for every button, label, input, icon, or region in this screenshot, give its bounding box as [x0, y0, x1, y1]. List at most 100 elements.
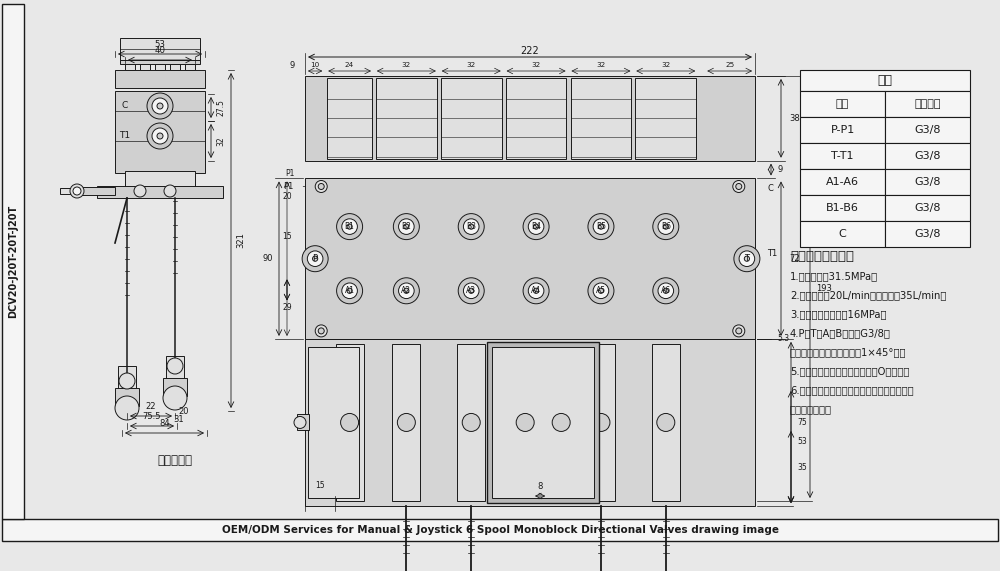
Text: P1: P1 — [283, 182, 293, 191]
Text: 40: 40 — [154, 46, 166, 55]
Text: DCV20-J20T-20T-J20T: DCV20-J20T-20T-J20T — [8, 204, 18, 317]
Text: 27.5: 27.5 — [216, 99, 225, 116]
Bar — [885, 169, 970, 195]
Text: C: C — [839, 229, 846, 239]
Circle shape — [734, 246, 760, 272]
Bar — [392, 344, 420, 501]
Text: 3.安装阀调定压力：16MPa；: 3.安装阀调定压力：16MPa； — [790, 309, 887, 319]
Text: 75.5: 75.5 — [143, 412, 161, 421]
Text: 222: 222 — [521, 46, 539, 56]
Circle shape — [147, 93, 173, 119]
Text: B3: B3 — [466, 222, 476, 231]
Circle shape — [70, 184, 84, 198]
Bar — [522, 344, 550, 501]
Circle shape — [458, 214, 484, 240]
Bar — [120, 38, 200, 60]
Circle shape — [315, 180, 327, 192]
Circle shape — [315, 325, 327, 337]
Circle shape — [528, 283, 544, 299]
Bar — [457, 344, 485, 501]
Bar — [800, 195, 885, 221]
Bar — [376, 78, 437, 159]
Circle shape — [341, 413, 359, 432]
Circle shape — [653, 278, 679, 304]
Text: 5.控制方式：手动，弹簧复位，O型阀杆；: 5.控制方式：手动，弹簧复位，O型阀杆； — [790, 366, 909, 376]
Text: B4: B4 — [531, 222, 541, 231]
Text: 32: 32 — [216, 136, 225, 146]
Circle shape — [307, 251, 323, 267]
Circle shape — [736, 328, 742, 334]
Bar — [885, 91, 970, 117]
Circle shape — [152, 98, 168, 114]
Text: 32: 32 — [467, 62, 476, 68]
Text: 6.阀体表面磷化处理，安全阀及螺堵镀锌，支: 6.阀体表面磷化处理，安全阀及螺堵镀锌，支 — [790, 385, 914, 395]
Circle shape — [73, 187, 81, 195]
Circle shape — [163, 386, 187, 410]
Bar — [305, 339, 755, 506]
Circle shape — [739, 251, 755, 267]
Text: 31: 31 — [173, 415, 184, 424]
Text: B6: B6 — [661, 222, 671, 231]
Circle shape — [115, 396, 139, 420]
Text: 22: 22 — [146, 402, 156, 411]
Circle shape — [167, 358, 183, 374]
Text: 5.3: 5.3 — [777, 335, 789, 343]
Text: 32: 32 — [531, 62, 541, 68]
Text: A3: A3 — [466, 286, 476, 295]
Text: B2: B2 — [401, 222, 411, 231]
Text: 53: 53 — [797, 437, 807, 447]
Text: 10: 10 — [311, 62, 320, 68]
Circle shape — [147, 123, 173, 149]
Circle shape — [657, 413, 675, 432]
Circle shape — [592, 413, 610, 432]
Bar — [166, 356, 184, 386]
Circle shape — [658, 283, 674, 299]
Bar — [115, 91, 205, 173]
Bar — [75, 187, 115, 195]
Circle shape — [342, 219, 357, 235]
Circle shape — [598, 224, 604, 229]
Bar — [115, 70, 205, 88]
Circle shape — [134, 185, 146, 197]
Circle shape — [469, 288, 474, 293]
Circle shape — [733, 325, 745, 337]
Circle shape — [347, 288, 352, 293]
Bar — [885, 117, 970, 143]
Bar — [885, 221, 970, 247]
Text: 接口: 接口 — [836, 99, 849, 109]
Bar — [800, 70, 970, 91]
Text: 84: 84 — [159, 419, 170, 428]
Text: 32: 32 — [596, 62, 606, 68]
Bar — [297, 415, 309, 431]
Circle shape — [463, 283, 479, 299]
Text: T-T1: T-T1 — [831, 151, 854, 161]
Circle shape — [157, 133, 163, 139]
Bar — [2, 4, 24, 519]
Text: A5: A5 — [596, 286, 606, 295]
Circle shape — [516, 413, 534, 432]
Bar — [336, 344, 364, 501]
Text: A6: A6 — [661, 286, 671, 295]
Bar — [487, 342, 599, 503]
Circle shape — [393, 278, 419, 304]
Text: A2: A2 — [401, 286, 411, 295]
Circle shape — [164, 185, 176, 197]
Bar — [115, 388, 139, 406]
Bar — [125, 64, 135, 70]
Circle shape — [658, 219, 674, 235]
Bar — [327, 78, 372, 159]
Bar — [97, 186, 223, 198]
Bar — [140, 64, 150, 70]
Text: 架后盖为铝本色: 架后盖为铝本色 — [790, 404, 832, 414]
Bar — [163, 378, 187, 396]
Circle shape — [463, 219, 479, 235]
Text: G3/8: G3/8 — [914, 203, 941, 213]
Text: 20: 20 — [282, 192, 292, 201]
Text: P-P1: P-P1 — [830, 125, 855, 135]
Circle shape — [663, 288, 668, 293]
Circle shape — [523, 214, 549, 240]
Circle shape — [337, 214, 363, 240]
Bar — [2, 519, 998, 541]
Text: 液压原理图: 液压原理图 — [158, 455, 192, 468]
Bar — [125, 171, 195, 193]
